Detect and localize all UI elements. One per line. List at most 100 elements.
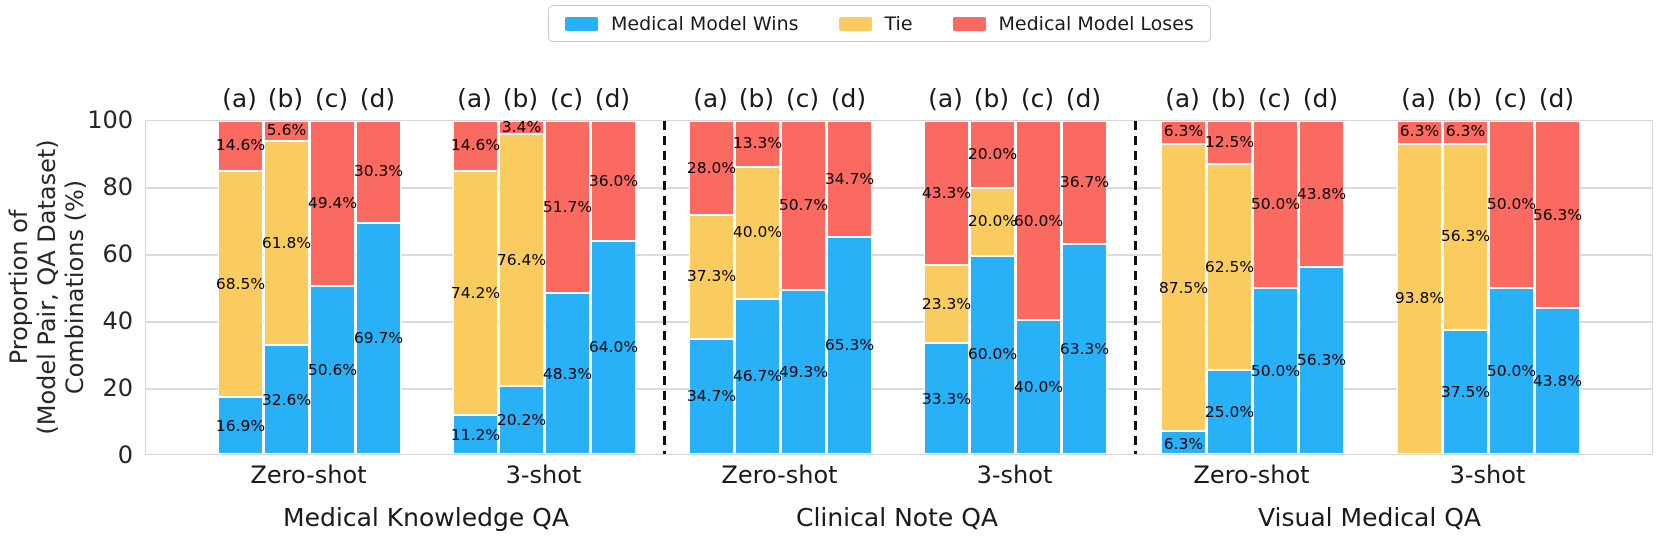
bar-segment-loses — [453, 121, 498, 171]
bar-segment-tie — [970, 188, 1015, 256]
bar-segment-loses — [1397, 121, 1442, 144]
dataset-divider-line — [1134, 121, 1137, 454]
bar-column-label: (a) — [1401, 84, 1436, 113]
bar-value-label: 32.6% — [261, 390, 312, 409]
bar-segment-wins — [356, 222, 401, 454]
bar-segment-loses — [545, 121, 590, 294]
bar-value-label: 87.5% — [1158, 278, 1209, 297]
bar-value-label: 50.7% — [778, 196, 829, 215]
bar-column-label: (d) — [1538, 84, 1575, 113]
bar-segment-wins — [1489, 287, 1534, 454]
bar-segment-loses — [827, 121, 872, 238]
bar-segment-loses — [1489, 121, 1534, 288]
bar-value-label: 6.3% — [1163, 122, 1204, 141]
bar-segment-loses — [218, 121, 263, 171]
bar-column-label: (b) — [1446, 84, 1483, 113]
bar-segment-tie — [453, 170, 498, 416]
bar-column-label: (b) — [973, 84, 1010, 113]
legend-label-tie: Tie — [884, 12, 913, 35]
legend-label-wins: Medical Model Wins — [611, 12, 799, 35]
bar-segment-loses — [1062, 121, 1107, 244]
bar-value-label: 51.7% — [542, 198, 593, 217]
bar-value-label: 76.4% — [496, 250, 547, 269]
bar-column-label: (d) — [1065, 84, 1102, 113]
bar-segment-tie — [689, 214, 734, 339]
bar-value-label: 46.7% — [732, 367, 783, 386]
bar-column-label: (a) — [1165, 84, 1200, 113]
bar-segment-wins — [970, 255, 1015, 454]
bar-column-label: (b) — [1210, 84, 1247, 113]
stacked-bar: 32.6% 61.8% 5.6% — [261, 120, 312, 454]
shot-group-label: 3-shot — [1449, 461, 1526, 489]
bar-value-label: 62.5% — [1204, 257, 1255, 276]
bar-segment-tie — [1207, 163, 1252, 371]
bar-segment-loses — [264, 120, 309, 142]
dataset-label: Clinical Note QA — [795, 503, 999, 532]
bar-value-label: 56.3% — [1532, 205, 1583, 224]
bar-segment-loses — [1253, 121, 1298, 288]
legend-swatch-wins — [565, 16, 598, 31]
bar-segment-wins — [310, 285, 355, 454]
bar-segment-wins — [499, 385, 544, 454]
bar-column-label: (d) — [830, 84, 867, 113]
bar-column-label: (b) — [267, 84, 304, 113]
bar-value-label: 43.3% — [921, 184, 972, 203]
bar-value-label: 48.3% — [542, 364, 593, 383]
stacked-bar: 25.0% 62.5% 12.5% — [1204, 121, 1255, 454]
bar-value-label: 49.3% — [778, 362, 829, 381]
bar-column-label: (b) — [738, 84, 775, 113]
stacked-bar: 50.0% 50.0% — [1486, 121, 1537, 454]
legend-swatch-loses — [952, 16, 986, 31]
bar-value-label: 36.0% — [588, 171, 639, 190]
bar-segment-wins — [1443, 329, 1488, 454]
bar-segment-loses — [1207, 121, 1252, 164]
bar-value-label: 30.3% — [353, 162, 404, 181]
stacked-bar: 16.9% 68.5% 14.6% — [215, 121, 266, 454]
y-tick-label: 60 — [102, 240, 133, 268]
dataset-label: Medical Knowledge QA — [283, 503, 569, 532]
bar-segment-loses — [970, 120, 1015, 189]
bar-value-label: 23.3% — [921, 295, 972, 314]
bar-segment-loses — [310, 121, 355, 286]
bar-value-label: 40.0% — [1013, 378, 1064, 397]
stacked-bar: 6.3% 87.5% 6.3% — [1158, 121, 1209, 454]
bar-segment-loses — [924, 121, 969, 265]
bar-value-label: 60.0% — [967, 345, 1018, 364]
bar-value-label: 68.5% — [215, 274, 266, 293]
stacked-bar: 43.8% 56.3% — [1532, 121, 1583, 454]
stacked-bar: 48.3% 51.7% — [542, 121, 593, 454]
legend-item-tie: Tie — [838, 12, 913, 35]
stacked-bar: 56.3% 43.8% — [1296, 121, 1347, 454]
bar-segment-tie — [218, 170, 263, 397]
stacked-bar: 11.2% 74.2% 14.6% — [451, 121, 500, 454]
bar-segment-loses — [781, 121, 826, 290]
stacked-bar: 20.2% 76.4% 3.4% — [496, 117, 547, 454]
bar-segment-wins — [1207, 370, 1252, 454]
bar-segment-tie — [264, 141, 309, 346]
bar-value-label: 43.8% — [1296, 184, 1347, 203]
bar-value-label: 34.7% — [824, 169, 875, 188]
bar-segment-loses — [1443, 121, 1488, 144]
stacked-bar: 93.8% 6.3% — [1395, 121, 1444, 454]
bar-value-label: 3.4% — [501, 117, 542, 136]
bar-value-label: 14.6% — [215, 136, 266, 155]
bar-value-label: 50.0% — [1486, 361, 1537, 380]
bar-value-label: 20.2% — [496, 411, 547, 430]
stacked-bar: 50.0% 50.0% — [1251, 121, 1300, 454]
stacked-bar: 65.3% 34.7% — [824, 121, 875, 454]
bar-value-label: 63.3% — [1059, 339, 1110, 358]
bar-value-label: 37.5% — [1440, 382, 1491, 401]
shot-group-label: Zero-shot — [250, 461, 367, 489]
bar-value-label: 64.0% — [588, 338, 639, 357]
legend-label-loses: Medical Model Loses — [998, 12, 1194, 35]
stacked-bar: 33.3% 23.3% 43.3% — [921, 121, 972, 454]
stacked-bar: 37.5% 56.3% 6.3% — [1440, 121, 1491, 454]
bar-segment-loses — [1535, 121, 1580, 309]
bar-column-label: (d) — [1302, 84, 1339, 113]
bar-value-label: 34.7% — [686, 387, 737, 406]
bar-value-label: 40.0% — [732, 222, 783, 241]
bar-segment-wins — [924, 343, 969, 454]
bar-value-label: 28.0% — [686, 158, 737, 177]
shot-group-label: 3-shot — [976, 461, 1053, 489]
bar-segment-loses — [356, 121, 401, 223]
